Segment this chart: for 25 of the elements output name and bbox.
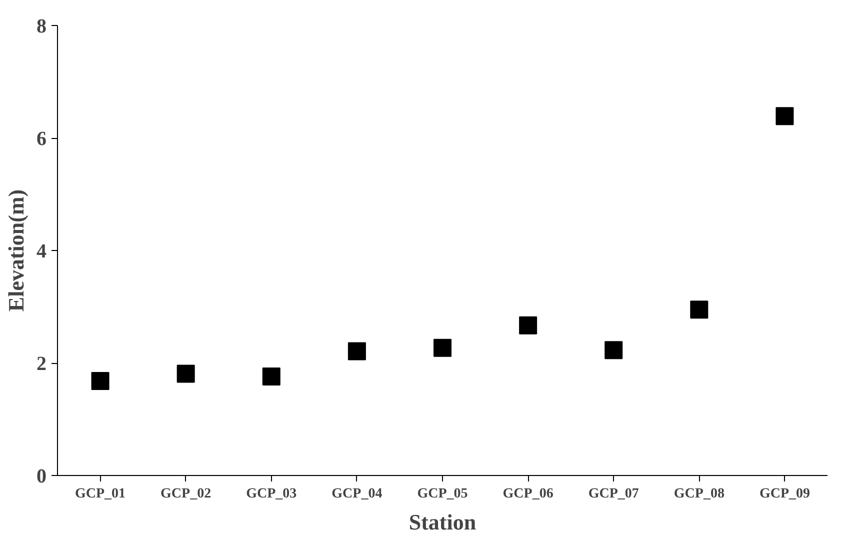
x-axis-title: Station	[408, 510, 476, 534]
point	[604, 341, 623, 360]
x-tick-label: GCP_08	[674, 486, 724, 502]
y-axis-title: Elevation(m)	[4, 189, 28, 312]
point	[690, 300, 708, 319]
point	[434, 338, 452, 357]
x-tick-label: GCP_05	[417, 486, 468, 502]
y-tick-label: 8	[36, 16, 46, 38]
point	[519, 316, 538, 334]
x-tick-label: GCP_07	[588, 486, 639, 502]
point	[262, 368, 280, 386]
y-tick-label: 6	[36, 128, 46, 150]
point	[776, 107, 794, 126]
x-tick-label: GCP_09	[759, 486, 810, 502]
y-tick-label: 0	[36, 466, 46, 488]
point	[91, 372, 110, 390]
x-tick-label: GCP_06	[502, 486, 554, 502]
x-tick-label: GCP_04	[332, 486, 382, 502]
x-tick-label: GCP_03	[246, 486, 297, 502]
point	[348, 342, 366, 360]
x-tick-label: GCP_01	[75, 486, 126, 502]
y-tick-label: 2	[36, 353, 46, 375]
y-tick-label: 4	[36, 240, 46, 262]
x-tick-label: GCP_02	[160, 486, 212, 502]
point	[176, 364, 195, 383]
